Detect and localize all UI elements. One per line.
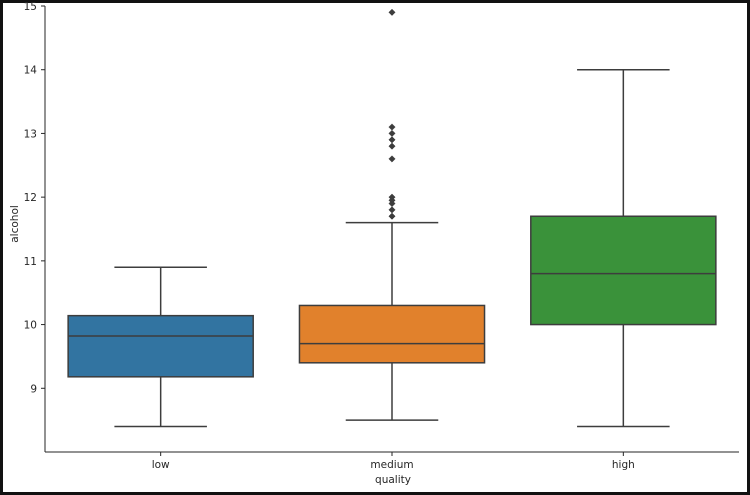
x-axis-label: quality bbox=[375, 474, 411, 486]
y-ticks: 9 10 11 12 13 14 15 bbox=[24, 1, 45, 395]
outlier-point bbox=[388, 206, 396, 214]
x-ticks: low medium high bbox=[152, 452, 635, 471]
y-tick-label: 10 bbox=[24, 320, 37, 332]
y-tick-label: 13 bbox=[24, 128, 37, 140]
x-tick-label-high: high bbox=[612, 459, 635, 471]
outlier-point bbox=[388, 129, 396, 137]
outlier-point bbox=[388, 123, 396, 131]
y-axis-label: alcohol bbox=[9, 205, 21, 243]
outlier-point bbox=[388, 142, 396, 150]
box-medium bbox=[298, 8, 486, 421]
y-tick-label: 9 bbox=[30, 383, 37, 395]
boxes bbox=[67, 8, 717, 428]
x-tick-label-low: low bbox=[152, 459, 170, 471]
box-body bbox=[530, 215, 717, 326]
y-tick-label: 15 bbox=[24, 1, 37, 13]
box-low bbox=[67, 266, 254, 428]
outlier-point bbox=[388, 193, 396, 201]
box-body bbox=[67, 314, 254, 378]
outlier-point bbox=[388, 212, 396, 220]
y-tick-label: 12 bbox=[24, 192, 37, 204]
x-tick-label-medium: medium bbox=[370, 459, 413, 471]
outlier-point bbox=[388, 8, 396, 16]
box-high bbox=[530, 68, 717, 428]
box-body bbox=[298, 304, 486, 364]
outlier-point bbox=[388, 155, 396, 163]
y-tick-label: 14 bbox=[24, 65, 38, 77]
y-tick-label: 11 bbox=[24, 256, 37, 268]
outlier-point bbox=[388, 136, 396, 144]
